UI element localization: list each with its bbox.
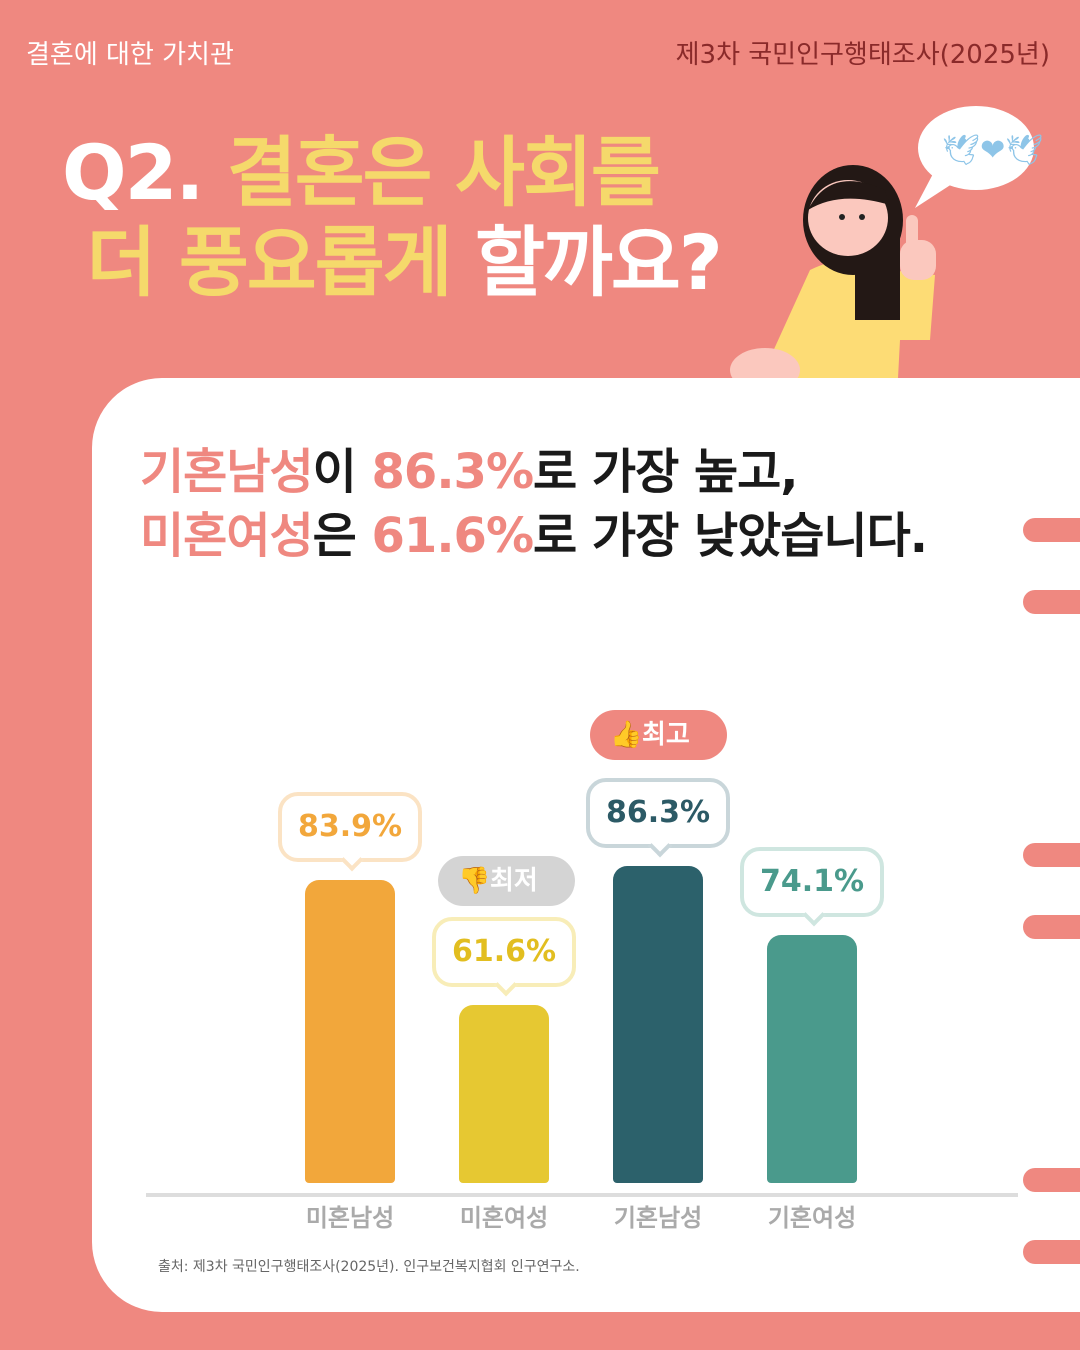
data-label: 74.1%	[740, 846, 884, 917]
source-note: 출처: 제3차 국민인구행태조사(2025년). 인구보건복지협회 인구연구소.	[158, 1259, 580, 1275]
x-axis	[146, 1193, 1018, 1197]
data-label: 86.3%	[586, 778, 730, 849]
title-line2a: 더 풍요롭게	[86, 218, 452, 307]
headline-group: 미혼여성	[140, 508, 314, 564]
data-label: 61.6%	[432, 917, 576, 988]
bar-기혼남성	[613, 866, 703, 1183]
question-number: Q2.	[62, 128, 204, 217]
category-label: 기혼남성	[613, 1204, 703, 1232]
worst-badge-label: 최저	[490, 866, 538, 896]
headline-text: 로 가장 낮았습니다.	[533, 508, 928, 564]
title-line1: 결혼은 사회를	[226, 128, 661, 217]
worst-badge: 👎 최저	[438, 856, 575, 906]
speech-bubble	[918, 106, 1034, 190]
headline-text: 은	[312, 508, 372, 564]
doves-hearts-icon: 🕊❤🕊	[942, 133, 1043, 168]
chart-card	[92, 378, 1080, 1312]
survey-label: 제3차 국민인구행태조사(2025년)	[675, 40, 1050, 70]
bar-기혼여성	[767, 934, 857, 1183]
bar-미혼남성	[305, 879, 395, 1183]
side-tab	[1023, 915, 1080, 939]
data-label: 83.9%	[278, 791, 422, 862]
side-tab	[1023, 1168, 1080, 1192]
headline: 기혼남성이 86.3%로 가장 높고, 미혼여성은 61.6%로 가장 낮았습니…	[140, 440, 928, 568]
headline-group: 기혼남성	[140, 444, 314, 500]
best-badge-label: 최고	[642, 720, 690, 750]
side-tab	[1023, 590, 1080, 614]
headline-value: 86.3%	[371, 444, 535, 500]
headline-text: 이	[312, 444, 372, 500]
title-line2b: 할까요?	[475, 218, 723, 307]
side-tab	[1023, 843, 1080, 867]
best-badge: 👍 최고	[590, 710, 727, 760]
category-label: 미혼여성	[459, 1204, 549, 1232]
topic-label: 결혼에 대한 가치관	[26, 40, 234, 70]
category-label: 미혼남성	[305, 1204, 395, 1232]
category-label: 기혼여성	[767, 1204, 857, 1232]
side-tab	[1023, 1240, 1080, 1264]
headline-value: 61.6%	[371, 508, 535, 564]
bar-미혼여성	[459, 1005, 549, 1183]
girl-illustration: 🕊❤🕊	[730, 106, 1043, 392]
headline-text: 로 가장 높고,	[533, 444, 798, 500]
thumbs-up-icon: 👍	[610, 720, 643, 750]
page-title: Q2. 결혼은 사회를 더 풍요롭게 할까요?	[62, 128, 723, 308]
side-tab	[1023, 518, 1080, 542]
thumbs-down-icon: 👎	[458, 866, 491, 896]
